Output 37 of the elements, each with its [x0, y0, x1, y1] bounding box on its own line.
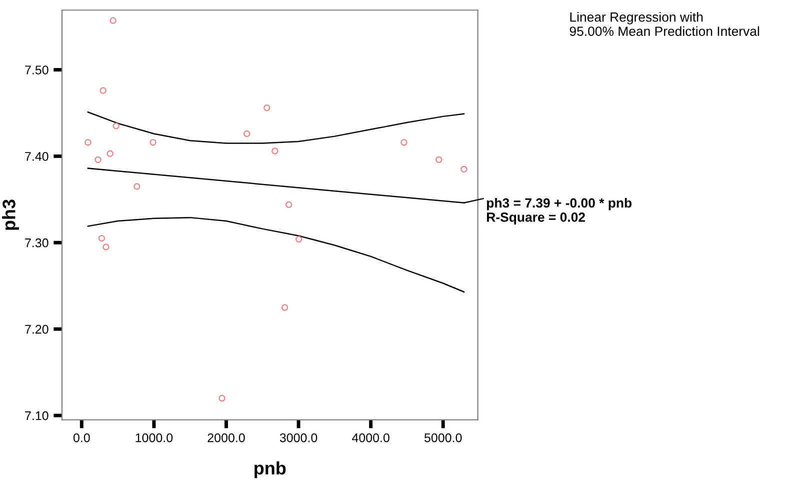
x-tick-label: 3000.0 — [280, 433, 318, 442]
point — [98, 234, 106, 242]
x-tick-label: 0.0 — [73, 433, 90, 442]
point — [436, 156, 442, 163]
point — [84, 139, 92, 146]
y-tick-label: 7.10 — [25, 411, 48, 420]
point — [264, 104, 270, 112]
point — [400, 139, 408, 146]
x-tick-label: 1000.0 — [136, 433, 173, 442]
y-axis-title: ph3 — [2, 200, 19, 230]
point — [106, 150, 114, 157]
point — [150, 139, 156, 146]
point — [102, 244, 110, 250]
y-tick-label: 7.50 — [25, 66, 48, 74]
point — [134, 183, 140, 190]
line-series — [87, 111, 465, 144]
text: Linear Regression with 95.00% Mean Prediction Interval — [570, 12, 760, 36]
point — [244, 130, 250, 138]
point — [110, 17, 116, 24]
x-tick-label: 2000.0 — [208, 433, 245, 442]
annotation: ph3 = 7.39 + -0.00 * pnb R-Square = 0.02 — [487, 198, 632, 224]
point — [272, 148, 278, 154]
point — [100, 87, 106, 94]
point — [281, 304, 288, 311]
line-series — [87, 216, 465, 293]
x-tick-label: 5000.0 — [424, 433, 462, 442]
point — [94, 156, 102, 163]
x-axis-title: pnb — [254, 461, 286, 478]
point — [112, 122, 120, 130]
y-tick-label: 7.20 — [25, 324, 48, 334]
y-tick-label: 7.30 — [25, 238, 48, 248]
y-tick-label: 7.40 — [25, 152, 48, 161]
x-tick-label: 4000.0 — [352, 433, 390, 442]
point — [460, 166, 468, 172]
point — [286, 201, 292, 208]
point — [295, 236, 302, 243]
point — [218, 394, 226, 402]
